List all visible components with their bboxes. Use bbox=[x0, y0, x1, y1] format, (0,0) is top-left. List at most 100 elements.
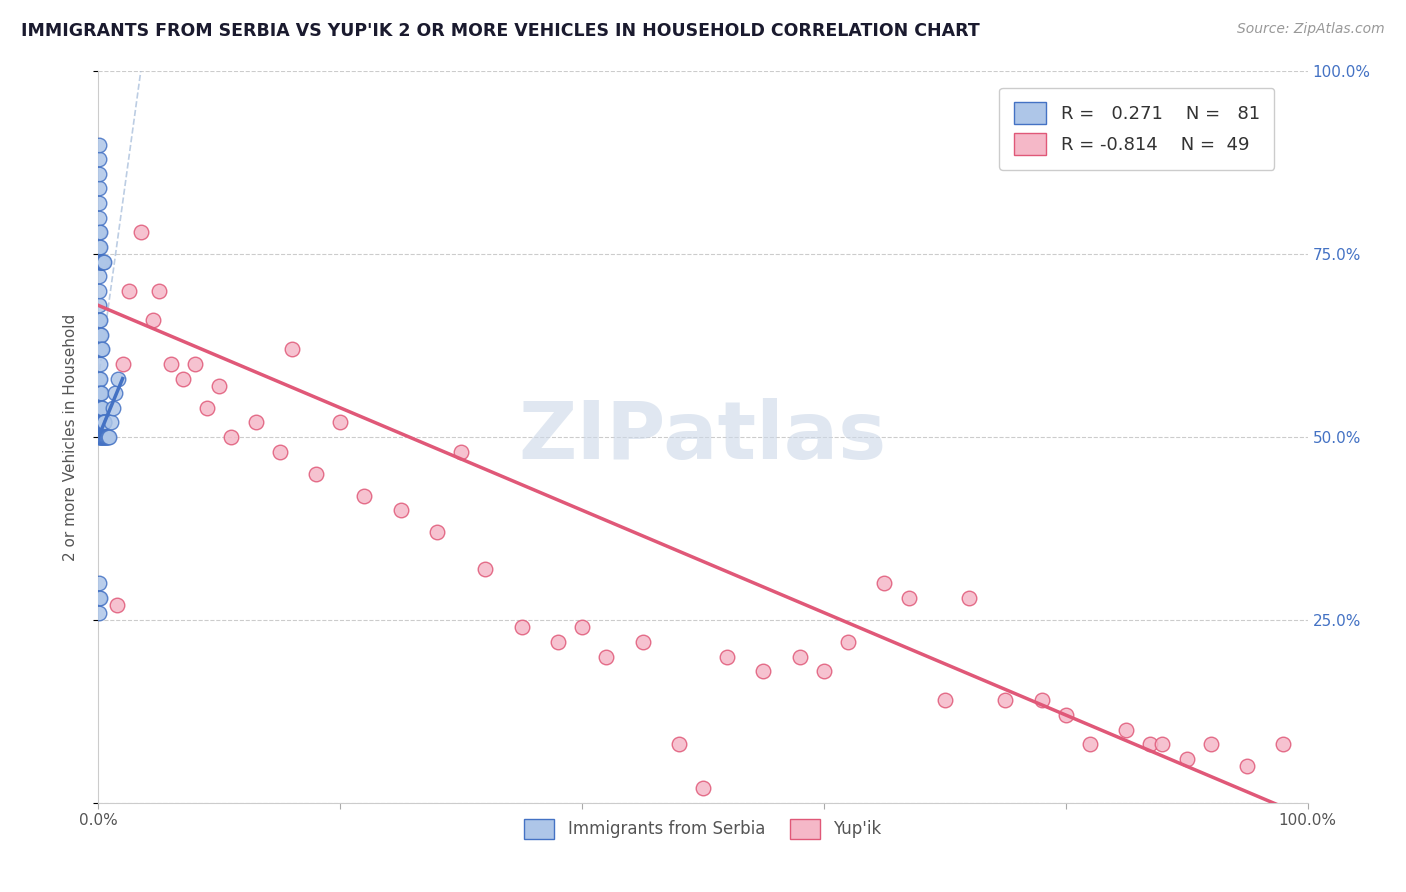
Point bbox=[89, 401, 111, 415]
Point bbox=[107, 371, 129, 385]
Point bbox=[105, 599, 128, 613]
Point bbox=[91, 254, 114, 268]
Point bbox=[87, 401, 110, 415]
Point bbox=[87, 284, 110, 298]
Point bbox=[752, 664, 775, 678]
Point bbox=[91, 430, 114, 444]
Point bbox=[1139, 737, 1161, 751]
Point bbox=[89, 591, 111, 605]
Point bbox=[90, 343, 112, 357]
Legend: Immigrants from Serbia, Yup'ik: Immigrants from Serbia, Yup'ik bbox=[517, 812, 889, 846]
Point bbox=[87, 167, 110, 181]
Point bbox=[87, 327, 110, 342]
Point bbox=[631, 635, 654, 649]
Point bbox=[129, 225, 152, 239]
Point bbox=[100, 416, 122, 430]
Point bbox=[89, 327, 111, 342]
Point bbox=[90, 254, 112, 268]
Point bbox=[89, 254, 111, 268]
Point bbox=[90, 386, 112, 401]
Point bbox=[1175, 752, 1198, 766]
Point bbox=[1031, 693, 1053, 707]
Point bbox=[87, 240, 110, 254]
Point bbox=[1078, 737, 1101, 751]
Point bbox=[87, 371, 110, 385]
Point bbox=[148, 284, 170, 298]
Point bbox=[87, 576, 110, 591]
Point bbox=[389, 503, 412, 517]
Point bbox=[87, 386, 110, 401]
Point bbox=[89, 386, 111, 401]
Point bbox=[87, 416, 110, 430]
Point bbox=[353, 489, 375, 503]
Point bbox=[118, 284, 141, 298]
Point bbox=[142, 313, 165, 327]
Point bbox=[897, 591, 920, 605]
Point bbox=[91, 254, 114, 268]
Point bbox=[89, 430, 111, 444]
Point bbox=[91, 401, 114, 415]
Point bbox=[547, 635, 569, 649]
Point bbox=[208, 379, 231, 393]
Point bbox=[571, 620, 593, 634]
Point bbox=[90, 327, 112, 342]
Point bbox=[329, 416, 352, 430]
Point bbox=[89, 225, 111, 239]
Point bbox=[89, 357, 111, 371]
Point bbox=[595, 649, 617, 664]
Point bbox=[89, 430, 111, 444]
Point bbox=[994, 693, 1017, 707]
Point bbox=[813, 664, 835, 678]
Point bbox=[87, 298, 110, 312]
Point bbox=[281, 343, 304, 357]
Point bbox=[873, 576, 896, 591]
Point bbox=[668, 737, 690, 751]
Point bbox=[90, 401, 112, 415]
Point bbox=[91, 416, 114, 430]
Point bbox=[93, 254, 115, 268]
Point bbox=[90, 416, 112, 430]
Point bbox=[87, 430, 110, 444]
Point bbox=[93, 416, 115, 430]
Point bbox=[93, 416, 115, 430]
Point bbox=[87, 211, 110, 225]
Point bbox=[89, 416, 111, 430]
Point bbox=[87, 152, 110, 166]
Point bbox=[934, 693, 956, 707]
Point bbox=[692, 781, 714, 796]
Text: Source: ZipAtlas.com: Source: ZipAtlas.com bbox=[1237, 22, 1385, 37]
Point bbox=[87, 313, 110, 327]
Point bbox=[1115, 723, 1137, 737]
Point bbox=[87, 606, 110, 620]
Point bbox=[97, 430, 120, 444]
Point bbox=[426, 525, 449, 540]
Point bbox=[195, 401, 218, 415]
Point bbox=[90, 254, 112, 268]
Point bbox=[87, 591, 110, 605]
Point bbox=[87, 196, 110, 211]
Point bbox=[101, 401, 124, 415]
Point bbox=[160, 357, 183, 371]
Point bbox=[245, 416, 267, 430]
Point bbox=[90, 401, 112, 415]
Point bbox=[789, 649, 811, 664]
Point bbox=[91, 416, 114, 430]
Point bbox=[94, 430, 117, 444]
Point bbox=[89, 371, 111, 385]
Point bbox=[89, 401, 111, 415]
Point bbox=[111, 357, 134, 371]
Point bbox=[89, 343, 111, 357]
Point bbox=[93, 430, 115, 444]
Point bbox=[91, 343, 114, 357]
Point bbox=[98, 430, 121, 444]
Point bbox=[90, 343, 112, 357]
Point bbox=[510, 620, 533, 634]
Text: IMMIGRANTS FROM SERBIA VS YUP'IK 2 OR MORE VEHICLES IN HOUSEHOLD CORRELATION CHA: IMMIGRANTS FROM SERBIA VS YUP'IK 2 OR MO… bbox=[21, 22, 980, 40]
Point bbox=[89, 416, 111, 430]
Point bbox=[1236, 759, 1258, 773]
Point bbox=[1199, 737, 1222, 751]
Point bbox=[91, 430, 114, 444]
Point bbox=[716, 649, 738, 664]
Point bbox=[89, 343, 111, 357]
Point bbox=[474, 562, 496, 576]
